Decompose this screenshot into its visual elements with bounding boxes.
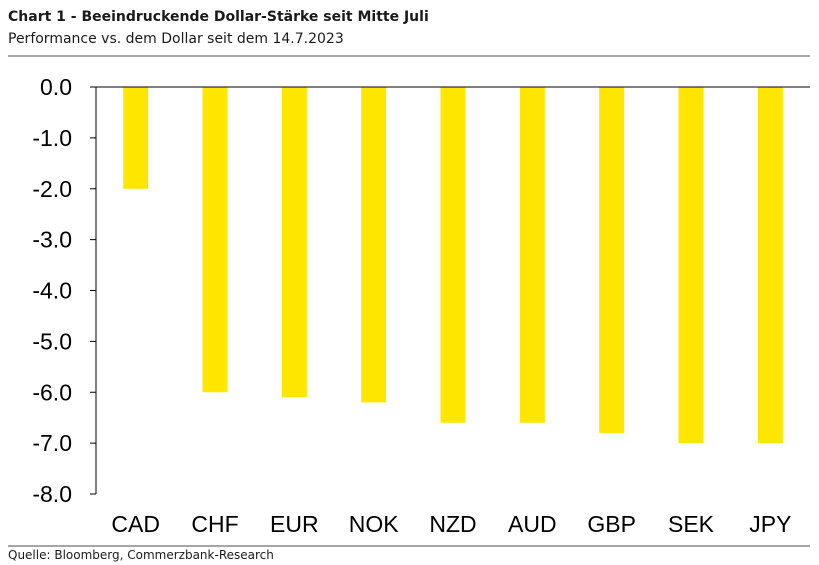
x-tick-label: NZD xyxy=(429,511,476,537)
bar-aud xyxy=(519,87,545,423)
x-tick-label: EUR xyxy=(270,511,319,537)
bar-eur xyxy=(281,87,307,398)
bar-chf xyxy=(202,87,228,393)
y-tick-label: -2.0 xyxy=(32,176,72,202)
bar-nok xyxy=(361,87,387,403)
x-tick-label: CHF xyxy=(191,511,238,537)
top-divider xyxy=(8,55,810,57)
source-note: Quelle: Bloomberg, Commerzbank-Research xyxy=(8,548,274,562)
y-tick-label: 0.0 xyxy=(40,74,72,100)
x-tick-label: NOK xyxy=(349,511,400,537)
bar-nzd xyxy=(440,87,466,423)
x-tick-label: CAD xyxy=(111,511,160,537)
x-tick-label: SEK xyxy=(668,511,715,537)
chart-subtitle: Performance vs. dem Dollar seit dem 14.7… xyxy=(8,31,344,47)
x-tick-label: JPY xyxy=(749,511,791,537)
y-tick-label: -6.0 xyxy=(32,379,72,405)
x-tick-label: AUD xyxy=(508,511,557,537)
y-tick-label: -3.0 xyxy=(32,227,72,253)
bar-gbp xyxy=(599,87,625,433)
y-tick-label: -8.0 xyxy=(32,481,72,507)
y-tick-label: -7.0 xyxy=(32,430,72,456)
x-axis-labels: CAD CHF EUR NOK NZD AUD GBP SEK JPY xyxy=(111,511,791,537)
chart-title: Chart 1 - Beeindruckende Dollar-Stärke s… xyxy=(8,9,429,25)
x-tick-label: GBP xyxy=(587,511,636,537)
bar-cad xyxy=(123,87,149,189)
y-tick-label: -4.0 xyxy=(32,278,72,304)
y-axis-ticks: 0.0 -1.0 -2.0 -3.0 -4.0 -5.0 -6.0 -7.0 -8.0 xyxy=(32,74,96,507)
bar-sek xyxy=(678,87,704,444)
y-tick-label: -1.0 xyxy=(32,125,72,151)
bar-jpy xyxy=(757,87,783,444)
y-tick-label: -5.0 xyxy=(32,328,72,354)
bar-series xyxy=(123,87,783,444)
bottom-divider xyxy=(8,545,810,547)
